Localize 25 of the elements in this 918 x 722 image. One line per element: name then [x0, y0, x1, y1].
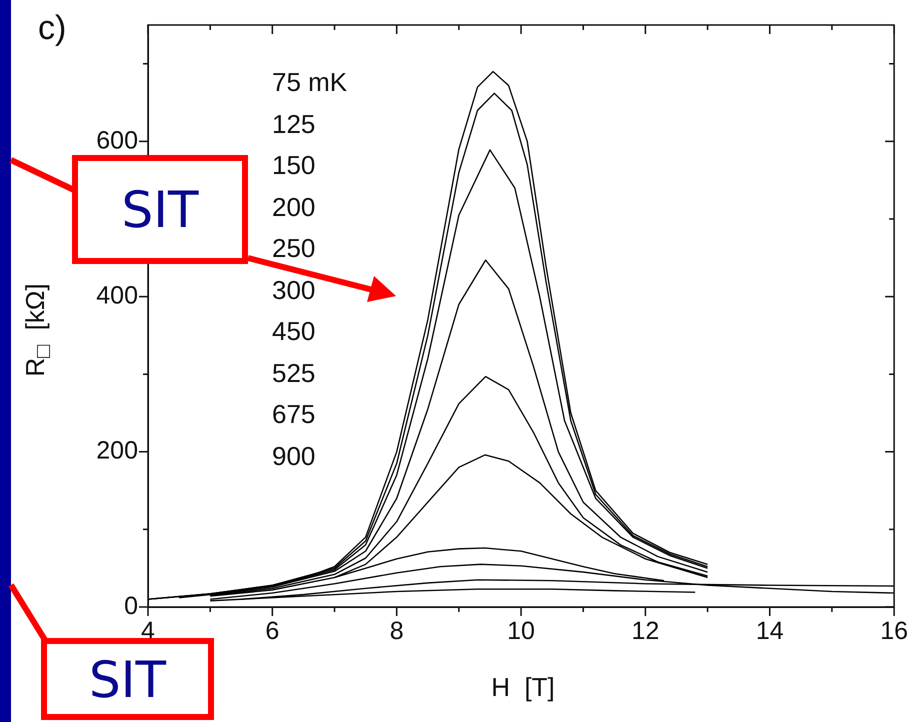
text: SIT	[88, 650, 168, 710]
y-tick-label: 400	[96, 281, 138, 310]
annotation: 450	[272, 316, 316, 348]
annotation: 300	[272, 274, 316, 306]
y-tick-label: 0	[124, 592, 138, 620]
annotation: 250	[272, 233, 316, 264]
x-tick-label: 14	[756, 616, 784, 645]
x-axis-title: H [T]	[490, 672, 556, 703]
annotation: 75 mK	[272, 67, 348, 98]
y-tick-label: 600	[96, 126, 138, 154]
annotation: 525	[272, 358, 316, 389]
x-tick-label: 4	[141, 616, 156, 645]
annotation: 675	[272, 399, 316, 430]
x-tick-label: 8	[390, 616, 404, 645]
y-tick-label: 200	[96, 436, 138, 465]
x-tick-label: 16	[880, 616, 908, 645]
annotation: 150	[272, 150, 316, 182]
x-tick-label: 10	[507, 616, 535, 645]
x-tick-label: 12	[631, 616, 660, 645]
annotation: SIT	[120, 180, 200, 240]
text: c)	[38, 8, 66, 49]
x-tick-label: 6	[265, 616, 280, 645]
annotation: 200	[272, 192, 316, 223]
annotation: 125	[272, 108, 316, 140]
annotation: 900	[272, 440, 316, 472]
